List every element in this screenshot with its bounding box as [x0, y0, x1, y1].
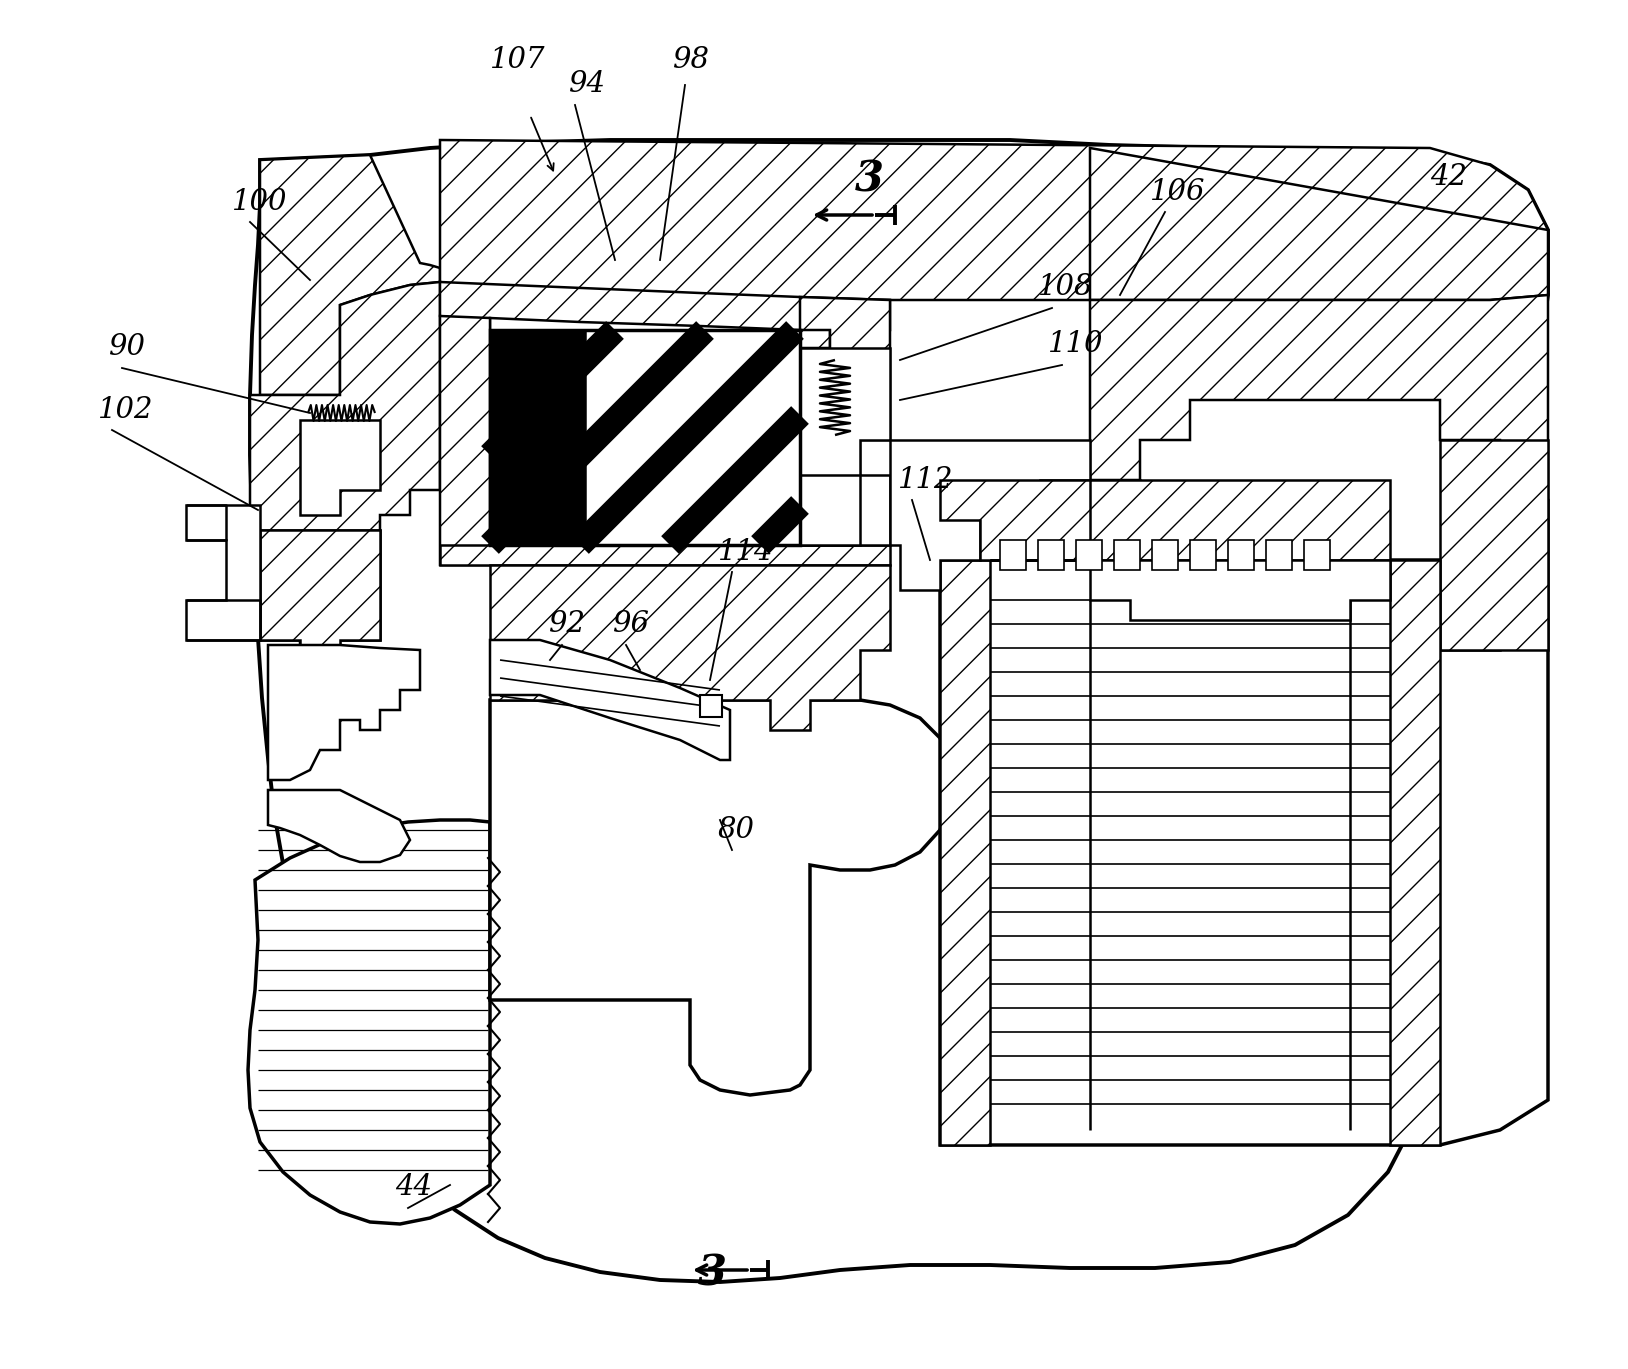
- Bar: [1114, 539, 1140, 570]
- Text: 3: 3: [855, 159, 884, 201]
- Bar: [1076, 539, 1102, 570]
- Polygon shape: [251, 140, 1548, 1281]
- Bar: [1153, 539, 1179, 570]
- Polygon shape: [490, 330, 584, 545]
- Polygon shape: [490, 565, 891, 730]
- Polygon shape: [300, 420, 379, 515]
- Polygon shape: [260, 530, 379, 639]
- Bar: [1304, 539, 1330, 570]
- Polygon shape: [891, 439, 1091, 590]
- Polygon shape: [1390, 560, 1441, 1144]
- Bar: [1039, 539, 1065, 570]
- Text: 98: 98: [672, 47, 710, 74]
- Polygon shape: [440, 545, 891, 565]
- Polygon shape: [799, 475, 860, 545]
- Text: 107: 107: [490, 47, 545, 74]
- Polygon shape: [939, 481, 1091, 560]
- Bar: [700, 695, 721, 717]
- Text: 114: 114: [718, 538, 773, 565]
- Bar: [1000, 539, 1026, 570]
- Bar: [490, 330, 799, 545]
- Polygon shape: [440, 282, 891, 348]
- Polygon shape: [990, 560, 1390, 620]
- Polygon shape: [1091, 294, 1548, 500]
- Text: 44: 44: [396, 1173, 431, 1201]
- Text: 106: 106: [1149, 178, 1205, 205]
- Text: 100: 100: [233, 188, 288, 216]
- Polygon shape: [260, 155, 440, 396]
- Bar: [490, 330, 799, 545]
- Polygon shape: [1441, 439, 1548, 650]
- Polygon shape: [1091, 481, 1140, 560]
- Polygon shape: [251, 282, 440, 720]
- Text: 110: 110: [1048, 330, 1104, 359]
- Text: 112: 112: [899, 465, 954, 494]
- Polygon shape: [269, 790, 410, 862]
- Polygon shape: [990, 481, 1390, 560]
- Text: 94: 94: [568, 70, 606, 99]
- Polygon shape: [247, 820, 490, 1224]
- Text: 90: 90: [107, 333, 145, 361]
- Polygon shape: [260, 530, 379, 720]
- Polygon shape: [1091, 148, 1548, 300]
- Polygon shape: [440, 316, 490, 565]
- Bar: [1190, 539, 1216, 570]
- Polygon shape: [799, 348, 891, 545]
- Polygon shape: [490, 639, 729, 760]
- Text: 108: 108: [1039, 272, 1094, 301]
- Text: 80: 80: [718, 816, 755, 845]
- Polygon shape: [269, 645, 420, 780]
- Polygon shape: [440, 140, 1548, 300]
- Text: 102: 102: [98, 396, 153, 424]
- Bar: [1267, 539, 1293, 570]
- Polygon shape: [939, 560, 990, 1144]
- Text: 3: 3: [698, 1253, 728, 1294]
- Polygon shape: [490, 700, 951, 1095]
- Polygon shape: [939, 439, 1548, 1144]
- Text: 92: 92: [549, 611, 584, 638]
- Text: 96: 96: [612, 611, 650, 638]
- Polygon shape: [186, 505, 260, 639]
- Polygon shape: [799, 297, 891, 565]
- Bar: [1228, 539, 1254, 570]
- Text: 42: 42: [1429, 163, 1467, 192]
